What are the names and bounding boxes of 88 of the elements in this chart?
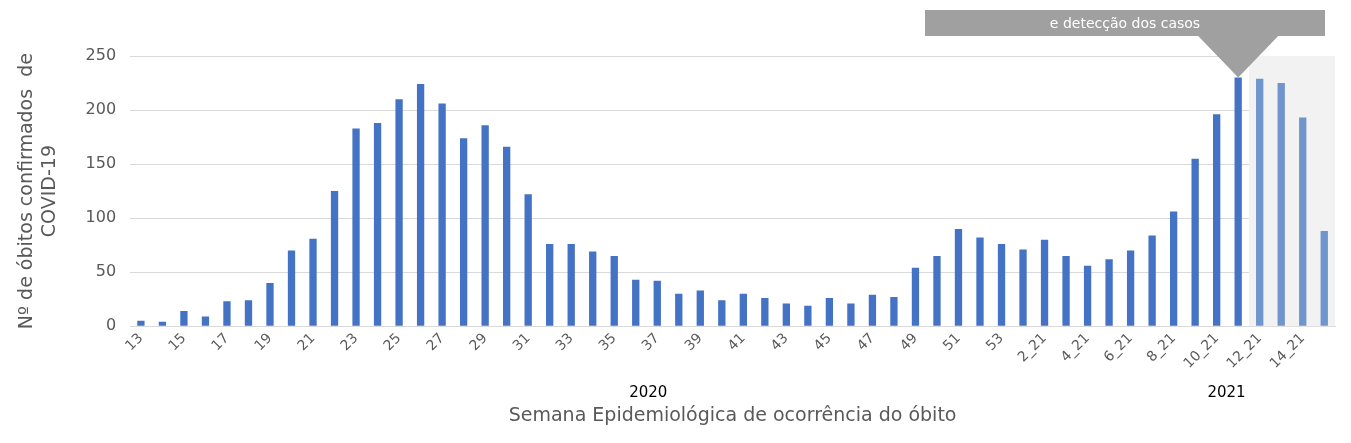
- bar: [589, 251, 597, 326]
- bar: [954, 228, 963, 326]
- bar: [1040, 239, 1049, 326]
- x-tick-label: 15: [164, 329, 189, 354]
- bar: [244, 300, 253, 326]
- bar: [718, 300, 726, 326]
- bar: [459, 138, 468, 326]
- x-tick-label: 39: [681, 329, 705, 354]
- bar: [1019, 249, 1027, 326]
- bar: [180, 311, 188, 326]
- x-tick-label: 37: [638, 329, 662, 354]
- x-tick-label: 53: [982, 329, 1007, 354]
- x-tick-label: 47: [853, 329, 878, 354]
- bar: [395, 99, 403, 326]
- bar: [739, 293, 747, 326]
- bar: [1213, 114, 1221, 326]
- bar: [287, 250, 296, 326]
- bar: [933, 255, 941, 326]
- bar: [416, 84, 425, 326]
- bar: [567, 244, 575, 326]
- bar: [890, 297, 898, 326]
- bar: [266, 282, 274, 326]
- bar: [309, 238, 317, 326]
- bar: [1256, 78, 1264, 326]
- bar: [373, 123, 382, 326]
- x-tick-label: 49: [896, 329, 921, 354]
- bar: [847, 303, 855, 326]
- bar: [1320, 231, 1328, 326]
- bar: [524, 194, 532, 326]
- bar: [1299, 117, 1307, 326]
- bar: [997, 244, 1006, 326]
- bar: [330, 191, 339, 326]
- y-tick-label: 50: [95, 261, 117, 281]
- bar: [804, 305, 812, 326]
- bar: [503, 146, 511, 326]
- y-tick-label: 200: [85, 99, 117, 119]
- bar: [976, 237, 984, 326]
- bar: [632, 279, 640, 326]
- bar: [137, 320, 145, 326]
- x-axis-title: Semana Epidemiológica de ocorrência do óbito: [508, 402, 957, 425]
- bar: [1169, 211, 1178, 326]
- x-tick-label: 45: [810, 329, 835, 354]
- bar: [653, 280, 661, 326]
- bar: [201, 316, 210, 326]
- y-tick-label: 150: [85, 153, 117, 173]
- bar: [1191, 158, 1199, 326]
- text: 2021: [1207, 383, 1246, 402]
- bar: [223, 301, 231, 326]
- bar: [911, 267, 920, 326]
- bar: [1277, 83, 1285, 326]
- x-tick-label: 33: [551, 329, 576, 354]
- bar: [1062, 255, 1070, 326]
- bar: [1148, 235, 1156, 326]
- bar: [158, 321, 167, 326]
- x-tick-label: 29: [465, 329, 490, 354]
- bar: [352, 128, 360, 326]
- bar: [696, 290, 704, 326]
- x-tick-label: 51: [939, 329, 964, 354]
- x-tick-label: 27: [422, 329, 447, 354]
- bar: [782, 303, 791, 326]
- callout-box: e detecção dos casos: [925, 10, 1325, 78]
- bar: [1083, 265, 1092, 326]
- x-tick-label: 21: [293, 329, 318, 354]
- x-tick-label: 25: [379, 329, 404, 354]
- y-tick-label: 250: [85, 45, 117, 65]
- bar: [610, 255, 618, 326]
- bar: [761, 298, 769, 326]
- x-tick-label: 35: [595, 329, 619, 354]
- text: 2020: [629, 383, 668, 402]
- x-tick-label: 31: [508, 329, 533, 354]
- bar: [438, 103, 446, 326]
- bar: [481, 125, 489, 326]
- bar: [546, 244, 554, 326]
- x-tick-label: 19: [250, 329, 275, 354]
- y-tick-label: 0: [105, 315, 117, 335]
- bar: [868, 294, 877, 326]
- bar: [825, 298, 834, 326]
- bar: [675, 293, 683, 326]
- y-axis-title: Nº de óbitos confirmados de COVID-19: [14, 53, 60, 330]
- bar: [1105, 259, 1113, 326]
- x-tick-label: 43: [767, 329, 792, 354]
- bar: [1126, 250, 1135, 326]
- x-tick-label: 17: [207, 329, 232, 354]
- x-tick-label: 41: [724, 329, 749, 354]
- x-tick-label: 23: [336, 329, 361, 354]
- bar: [1234, 77, 1242, 326]
- y-tick-label: 100: [85, 207, 117, 227]
- x-tick-label: 13: [121, 329, 146, 354]
